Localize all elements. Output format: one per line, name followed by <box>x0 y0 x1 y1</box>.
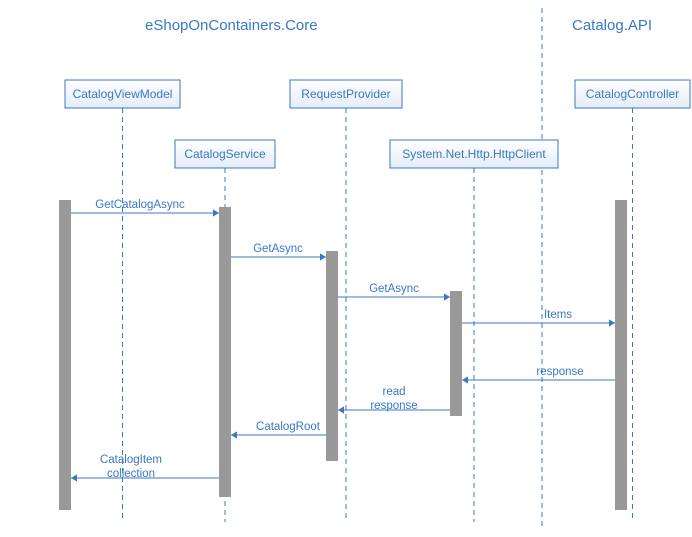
message-label: CatalogItem <box>100 454 162 466</box>
sequence-diagram: eShopOnContainers.Core Catalog.API Catalog… <box>0 0 692 537</box>
message: GetAsync <box>338 283 450 301</box>
region-label: Catalog.API <box>572 17 652 34</box>
message: GetCatalogAsync <box>71 199 219 217</box>
message: GetAsync <box>231 243 326 261</box>
participant-label-cvm: CatalogViewModel <box>73 87 173 101</box>
message-label: collection <box>107 468 155 480</box>
message: read response <box>338 386 450 414</box>
activation-hc <box>450 291 462 416</box>
participant-label-hc: System.Net.Http.HttpClient <box>402 147 546 161</box>
message: response <box>462 366 615 384</box>
activation-rp <box>326 251 338 461</box>
activation-cvm <box>59 200 71 510</box>
participant-label-cc: CatalogController <box>586 87 679 101</box>
message-label: GetCatalogAsync <box>95 199 185 211</box>
activation-cc <box>615 200 627 510</box>
message-label: response <box>370 400 417 412</box>
message-label: response <box>536 366 583 378</box>
message-label: GetAsync <box>369 283 419 295</box>
message: Items <box>462 309 615 327</box>
region-label: eShopOnContainers.Core <box>145 17 318 34</box>
message-label: GetAsync <box>253 243 303 255</box>
message: CatalogItem collection <box>71 454 219 482</box>
message-label: read <box>382 386 405 398</box>
activation-svc <box>219 207 231 497</box>
message-label: Items <box>544 309 572 321</box>
message-label: CatalogRoot <box>256 421 321 433</box>
message: CatalogRoot <box>231 421 326 439</box>
participant-label-svc: CatalogService <box>184 147 266 161</box>
participant-label-rp: RequestProvider <box>301 87 390 101</box>
